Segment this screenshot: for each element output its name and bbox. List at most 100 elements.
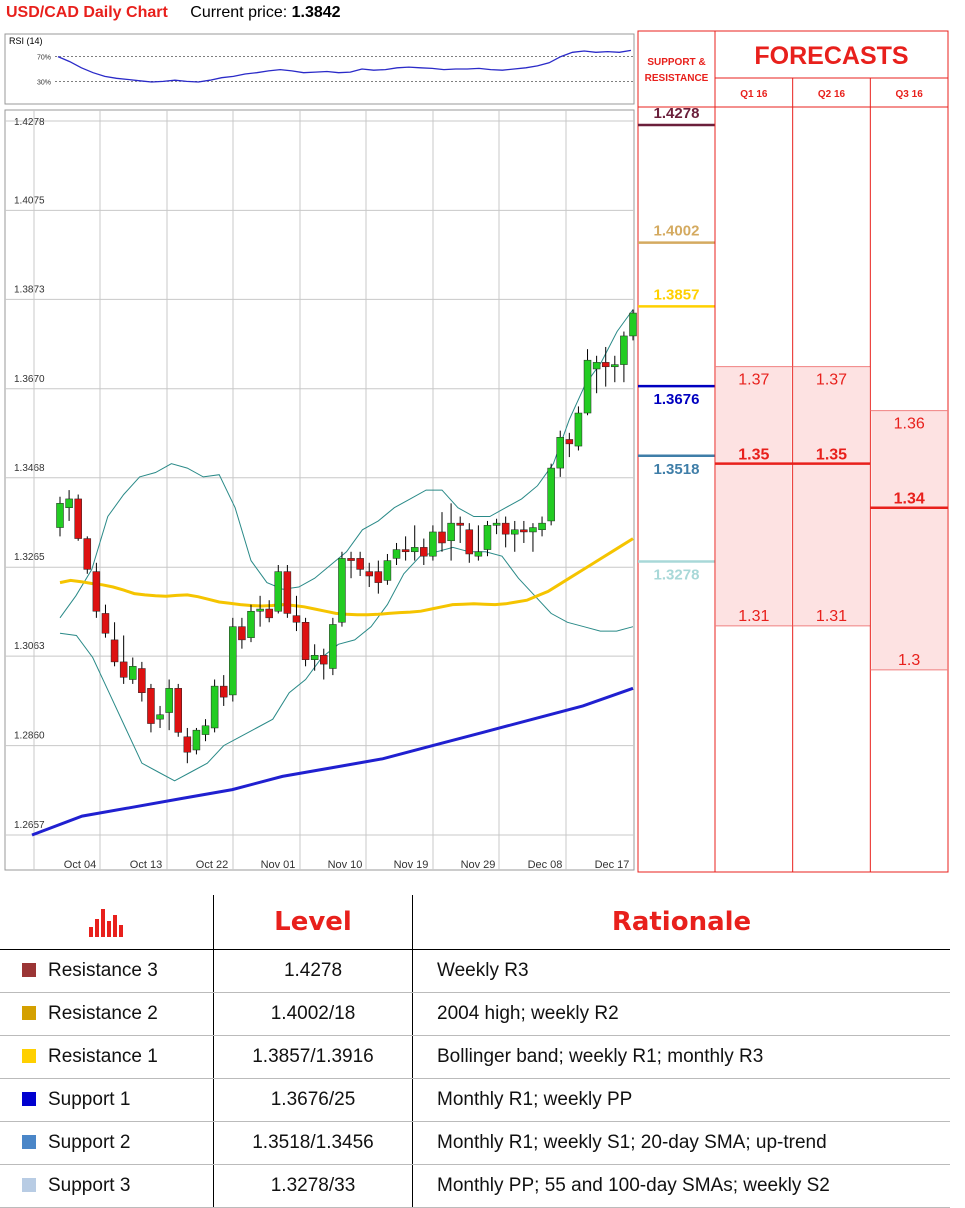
candle-body bbox=[611, 364, 619, 368]
x-tick-label: Dec 17 bbox=[595, 859, 630, 871]
rsi-label: RSI (14) bbox=[9, 36, 43, 46]
candle-body bbox=[219, 685, 228, 698]
row-name: Resistance 2 bbox=[48, 1003, 158, 1024]
candle-body bbox=[110, 639, 119, 663]
chart-header: USD/CAD Daily Chart Current price: 1.384… bbox=[6, 4, 341, 28]
row-rationale: Bollinger band; weekly R1; monthly R3 bbox=[412, 1035, 950, 1079]
sr-level-label: 1.3676 bbox=[654, 391, 700, 408]
candle-body bbox=[520, 529, 528, 533]
forecast-mid-label: 1.35 bbox=[816, 447, 847, 464]
candle-body bbox=[238, 626, 246, 641]
x-tick-label: Nov 01 bbox=[261, 859, 296, 871]
candle-body bbox=[365, 571, 373, 577]
candle-body bbox=[574, 412, 583, 447]
candle-body bbox=[492, 522, 501, 526]
candle-body bbox=[483, 525, 492, 550]
row-name-cell: Resistance 1 bbox=[0, 1035, 214, 1079]
candle-body bbox=[292, 615, 301, 623]
bollinger-upper-line bbox=[59, 309, 634, 619]
candle-body bbox=[65, 498, 73, 508]
row-name-cell: Support 1 bbox=[0, 1078, 214, 1122]
candle-body bbox=[429, 531, 437, 557]
table-row: Resistance 3 1.4278 Weekly R3 bbox=[0, 949, 950, 993]
y-tick-label: 1.3670 bbox=[14, 374, 45, 385]
candle-body bbox=[565, 439, 574, 445]
x-tick-label: Nov 19 bbox=[394, 859, 429, 871]
forecast-range bbox=[793, 366, 870, 626]
sr-level-label: 1.3857 bbox=[654, 286, 700, 303]
candle-body bbox=[438, 531, 446, 544]
candle-body bbox=[265, 608, 273, 619]
forecast-mid-label: 1.34 bbox=[894, 491, 925, 508]
forecast-title: FORECASTS bbox=[754, 42, 908, 70]
candle-body bbox=[447, 522, 455, 542]
table-row: Support 1 1.3676/25 Monthly R1; weekly PP bbox=[0, 1078, 950, 1122]
candle-body bbox=[356, 558, 364, 570]
chart-title: USD/CAD Daily Chart bbox=[6, 4, 168, 21]
sr-level-label: 1.3278 bbox=[654, 566, 700, 583]
candle-body bbox=[256, 608, 264, 612]
candle-body bbox=[174, 688, 182, 733]
row-rationale: Monthly PP; 55 and 100-day SMAs; weekly … bbox=[412, 1164, 950, 1208]
forecast-range bbox=[871, 410, 947, 670]
x-tick-label: Oct 04 bbox=[64, 859, 96, 871]
candle-body bbox=[283, 571, 292, 614]
candle-body bbox=[74, 498, 82, 539]
level-header: Level bbox=[213, 895, 413, 950]
candle-body bbox=[601, 362, 610, 368]
forecast-low-label: 1.31 bbox=[738, 608, 769, 625]
x-tick-label: Nov 29 bbox=[461, 859, 496, 871]
row-rationale: Weekly R3 bbox=[412, 949, 950, 993]
sma200-line bbox=[31, 686, 634, 837]
candle-body bbox=[329, 624, 337, 669]
candle-body bbox=[338, 558, 346, 623]
row-name-cell: Resistance 3 bbox=[0, 949, 214, 993]
sr-level-label: 1.4278 bbox=[654, 105, 700, 122]
candle-body bbox=[501, 522, 510, 535]
row-level: 1.3857/1.3916 bbox=[213, 1035, 413, 1079]
current-price: 1.3842 bbox=[291, 4, 341, 21]
candle-body bbox=[274, 571, 283, 612]
y-tick-label: 1.3063 bbox=[14, 641, 45, 652]
row-rationale: Monthly R1; weekly S1; 20-day SMA; up-tr… bbox=[412, 1121, 950, 1165]
candle-body bbox=[592, 362, 601, 370]
bar-chart-icon bbox=[0, 895, 214, 950]
candle-body bbox=[401, 549, 410, 553]
levels-table: Level Rationale Resistance 3 1.4278 Weekly… bbox=[0, 895, 965, 1208]
table-row: Support 3 1.3278/33 Monthly PP; 55 and 100… bbox=[0, 1164, 950, 1208]
candle-body bbox=[456, 522, 464, 526]
rsi-panel bbox=[4, 33, 635, 105]
color-swatch bbox=[22, 1092, 36, 1106]
x-tick-label: Dec 08 bbox=[528, 859, 563, 871]
candle-body bbox=[301, 622, 310, 660]
candle-body bbox=[129, 666, 137, 680]
candle-body bbox=[165, 688, 173, 713]
candle-body bbox=[320, 655, 328, 665]
price-label: Current price: bbox=[190, 4, 288, 21]
color-swatch bbox=[22, 1006, 36, 1020]
candle-body bbox=[138, 668, 146, 693]
sma55-line bbox=[59, 537, 634, 617]
table-row: Resistance 1 1.3857/1.3916 Bollinger band;… bbox=[0, 1035, 950, 1079]
candle-body bbox=[83, 538, 92, 570]
row-name-cell: Support 2 bbox=[0, 1121, 214, 1165]
y-tick-label: 1.4075 bbox=[14, 195, 45, 206]
x-tick-label: Nov 10 bbox=[328, 859, 363, 871]
sr-level-label: 1.3518 bbox=[654, 461, 700, 478]
forecast-quarter-label: Q1 16 bbox=[740, 89, 768, 100]
candle-body bbox=[583, 359, 592, 414]
candle-body bbox=[56, 503, 64, 528]
candle-body bbox=[201, 725, 210, 735]
color-swatch bbox=[22, 1178, 36, 1192]
candle-body bbox=[374, 571, 383, 583]
row-level: 1.3676/25 bbox=[213, 1078, 413, 1122]
row-rationale: 2004 high; weekly R2 bbox=[412, 992, 950, 1036]
candle-body bbox=[229, 626, 237, 696]
y-tick-label: 1.3468 bbox=[14, 463, 45, 474]
candle-body bbox=[538, 522, 546, 531]
row-name-cell: Support 3 bbox=[0, 1164, 214, 1208]
candle-body bbox=[119, 661, 128, 678]
forecast-high-label: 1.37 bbox=[738, 372, 769, 389]
color-swatch bbox=[22, 1049, 36, 1063]
y-tick-label: 1.2860 bbox=[14, 731, 45, 742]
